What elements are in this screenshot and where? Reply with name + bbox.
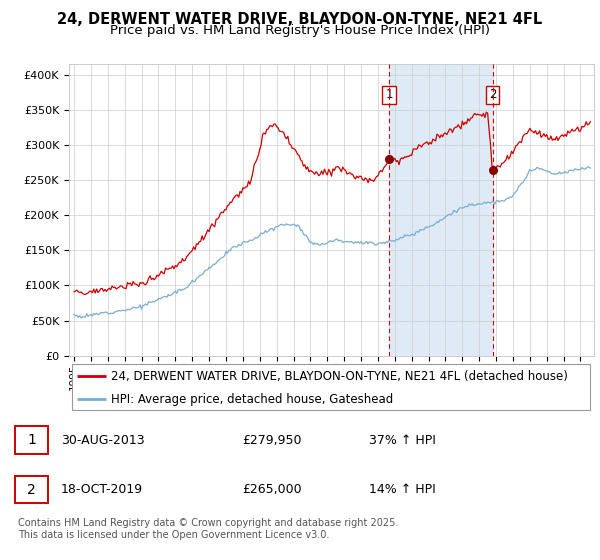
Text: 24, DERWENT WATER DRIVE, BLAYDON-ON-TYNE, NE21 4FL (detached house): 24, DERWENT WATER DRIVE, BLAYDON-ON-TYNE… (111, 370, 568, 382)
Text: 37% ↑ HPI: 37% ↑ HPI (369, 433, 436, 446)
Text: 24, DERWENT WATER DRIVE, BLAYDON-ON-TYNE, NE21 4FL: 24, DERWENT WATER DRIVE, BLAYDON-ON-TYNE… (58, 12, 542, 27)
FancyBboxPatch shape (15, 476, 48, 503)
Text: Contains HM Land Registry data © Crown copyright and database right 2025.
This d: Contains HM Land Registry data © Crown c… (18, 518, 398, 540)
FancyBboxPatch shape (71, 364, 590, 410)
Text: 14% ↑ HPI: 14% ↑ HPI (369, 483, 436, 496)
Text: HPI: Average price, detached house, Gateshead: HPI: Average price, detached house, Gate… (111, 393, 393, 406)
Text: £265,000: £265,000 (242, 483, 302, 496)
Text: Price paid vs. HM Land Registry's House Price Index (HPI): Price paid vs. HM Land Registry's House … (110, 24, 490, 36)
Text: 30-AUG-2013: 30-AUG-2013 (61, 433, 145, 446)
Text: 18-OCT-2019: 18-OCT-2019 (61, 483, 143, 496)
FancyBboxPatch shape (15, 426, 48, 454)
Bar (389, 64, 493, 356)
Text: 2: 2 (489, 88, 496, 101)
Text: 2: 2 (27, 483, 36, 497)
Text: £279,950: £279,950 (242, 433, 302, 446)
Text: 1: 1 (27, 433, 36, 447)
Text: 1: 1 (385, 88, 393, 101)
